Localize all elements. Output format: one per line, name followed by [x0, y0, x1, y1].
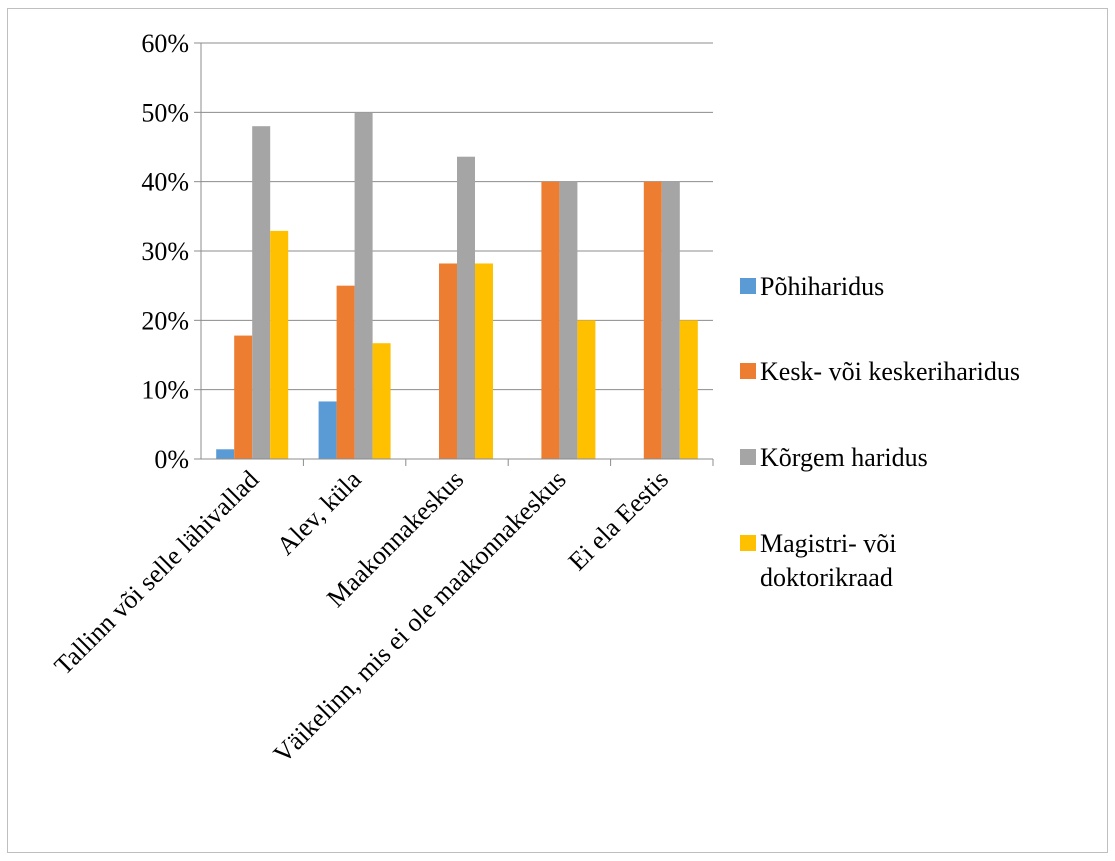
legend-swatch: [740, 449, 756, 465]
bar-k-rgem-haridus: [661, 181, 680, 459]
bar-k-rgem-haridus: [559, 181, 578, 459]
bar-kesk-v-i-keskeriharidus: [541, 181, 560, 459]
legend: Põhiharidus Kesk- või keskeriharidus Kõrge…: [740, 272, 1020, 592]
legend-swatch: [740, 363, 756, 379]
x-category-label: Alev, küla: [271, 464, 367, 560]
bars: [216, 112, 698, 459]
y-tick-labels: 0% 10% 20% 30% 40% 50% 60%: [141, 29, 189, 474]
bar-k-rgem-haridus: [354, 112, 373, 459]
legend-swatch: [740, 278, 756, 294]
legend-label: Magistri- või: [760, 529, 897, 558]
y-tick-label: 60%: [141, 29, 189, 58]
bar-kesk-v-i-keskeriharidus: [439, 263, 457, 459]
legend-label: doktorikraad: [760, 563, 893, 592]
x-category-labels: Tallinn või selle lähivallad Alev, külaMa…: [49, 464, 674, 768]
bar-kesk-v-i-keskeriharidus: [234, 335, 253, 459]
x-category-label: Ei ela Eestis: [563, 465, 674, 576]
bar-kesk-v-i-keskeriharidus: [643, 181, 662, 459]
x-category-label: Tallinn või selle lähivallad: [49, 465, 265, 681]
legend-label: Kesk- või keskeriharidus: [760, 357, 1020, 386]
bar-magistri-v-i-doktorikraad: [679, 320, 698, 459]
bar-magistri-v-i-doktorikraad: [577, 320, 596, 459]
y-tick-label: 0%: [154, 445, 189, 474]
bar-p-hiharidus: [318, 401, 337, 459]
legend-label: Kõrgem haridus: [760, 443, 928, 472]
y-tick-label: 10%: [141, 376, 189, 405]
y-tick-label: 30%: [141, 237, 189, 266]
bar-magistri-v-i-doktorikraad: [270, 230, 289, 459]
bar-p-hiharidus: [216, 449, 235, 459]
y-tick-label: 50%: [141, 98, 189, 127]
chart-frame: 0% 10% 20% 30% 40% 50% 60% Tallinn või selle l…: [7, 8, 1108, 853]
bar-k-rgem-haridus: [457, 156, 475, 459]
y-tick-label: 20%: [141, 306, 189, 335]
axes: [200, 43, 714, 466]
bar-magistri-v-i-doktorikraad: [372, 343, 391, 459]
bar-k-rgem-haridus: [252, 126, 271, 459]
bar-chart: 0% 10% 20% 30% 40% 50% 60% Tallinn või selle l…: [49, 29, 1020, 769]
legend-label: Põhiharidus: [760, 272, 884, 301]
bar-kesk-v-i-keskeriharidus: [336, 285, 355, 459]
bar-magistri-v-i-doktorikraad: [475, 263, 493, 459]
y-tick-label: 40%: [141, 168, 189, 197]
legend-swatch: [740, 535, 756, 551]
